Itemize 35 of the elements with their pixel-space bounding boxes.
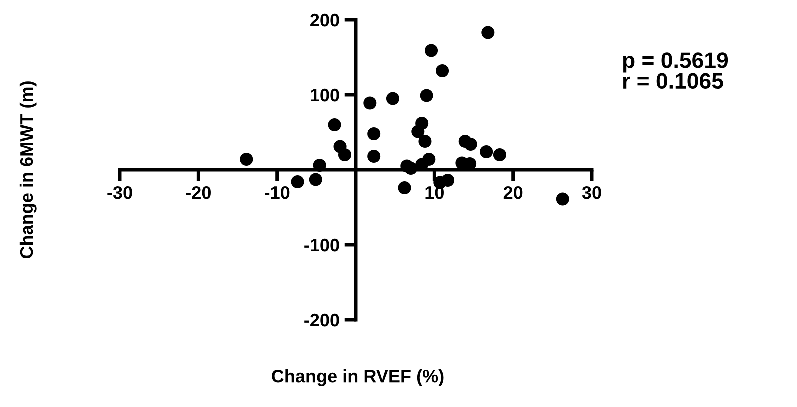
point — [368, 127, 381, 141]
x-tick-label: -30 — [108, 186, 132, 200]
point — [240, 152, 254, 166]
point — [338, 148, 352, 162]
x-axis-title: Change in RVEF (%) — [272, 369, 444, 386]
point — [404, 162, 418, 176]
x-tick-label: 30 — [582, 186, 602, 200]
point — [436, 64, 450, 78]
x-tick-label: -20 — [186, 186, 211, 200]
point — [398, 181, 412, 195]
point — [420, 89, 434, 102]
y-tick-label: 200 — [310, 14, 340, 27]
point — [418, 134, 432, 148]
y-tick-label: -200 — [304, 314, 340, 327]
point — [328, 118, 342, 132]
point — [482, 26, 495, 40]
point — [442, 174, 455, 188]
point — [480, 145, 494, 159]
point — [386, 92, 400, 106]
point — [412, 125, 425, 138]
y-axis-title: Change in 6MWT (m) — [20, 82, 37, 259]
y-tick-label: 100 — [311, 88, 340, 102]
text: p = 0.5619 r = 0.1065 — [623, 52, 728, 90]
x-tick-label: 20 — [504, 186, 523, 200]
point — [556, 192, 570, 206]
point — [425, 44, 438, 58]
point — [364, 96, 377, 110]
x-tick-label: -10 — [264, 186, 290, 200]
point — [309, 173, 322, 186]
point — [493, 148, 506, 162]
y-tick-label: -100 — [304, 238, 340, 252]
point — [368, 150, 381, 164]
point — [313, 158, 326, 172]
point — [464, 138, 478, 152]
point — [291, 175, 304, 189]
